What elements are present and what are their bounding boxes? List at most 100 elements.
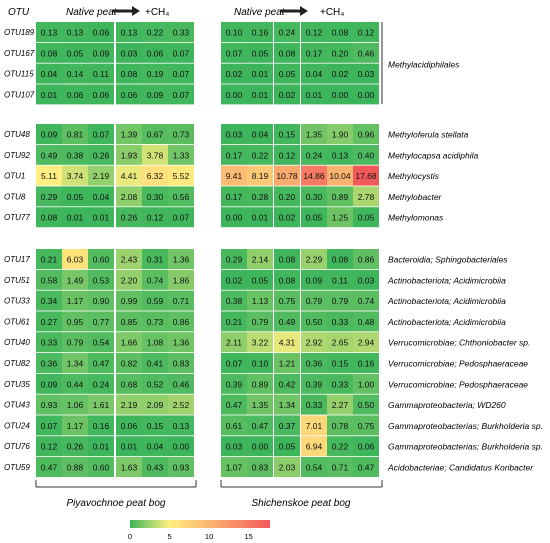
heatmap-cell: 0.47: [221, 394, 247, 415]
cell-value-label: 6.32: [147, 171, 164, 181]
cell-value-label: 1.35: [306, 130, 323, 140]
otu-row-label: OTU43: [4, 401, 30, 410]
cell-value-label: 1.39: [121, 130, 138, 140]
cell-value-label: 1.36: [173, 338, 190, 348]
heatmap-cell: 0.50: [353, 394, 379, 415]
cell-value-label: 0.47: [358, 463, 375, 473]
cell-value-label: 0.12: [358, 28, 375, 38]
colorbar-tick-label: 5: [167, 532, 171, 541]
heatmap-cell: 0.03: [353, 63, 379, 84]
cell-value-label: 2.11: [226, 338, 242, 348]
heatmap-cell: 0.56: [168, 186, 194, 207]
cell-value-label: 0.11: [93, 69, 109, 79]
cell-value-label: 0.29: [41, 192, 58, 202]
cell-value-label: 0.06: [147, 48, 164, 58]
otu-row-label: OTU59: [4, 463, 30, 472]
cell-value-label: 0.02: [279, 213, 296, 223]
heatmap-cell: 14.86: [301, 165, 327, 186]
cell-value-label: 0.22: [332, 442, 349, 452]
cell-value-label: 0.08: [41, 48, 58, 58]
cell-value-label: 2.52: [173, 400, 190, 410]
heatmap-cell: 0.59: [142, 290, 168, 311]
heatmap-cell: 0.08: [36, 42, 62, 63]
heatmap-cell: 1.90: [327, 124, 353, 144]
cell-value-label: 1.93: [121, 150, 138, 160]
heatmap-cell: 6.03: [62, 249, 88, 269]
cell-value-label: 0.48: [358, 317, 375, 327]
heatmap-cell: 0.16: [247, 22, 273, 42]
heatmap-cell: 0.11: [88, 63, 114, 84]
cell-value-label: 0.15: [147, 421, 164, 431]
cell-value-label: 9.41: [226, 171, 243, 181]
heatmap-cell: 0.89: [247, 373, 273, 394]
cell-value-label: 1.08: [147, 338, 164, 348]
heatmap-cell: 0.60: [88, 249, 114, 269]
cell-value-label: 14.86: [303, 171, 325, 181]
heatmap-cell: 0.09: [142, 84, 168, 105]
cell-value-label: 0.01: [93, 213, 110, 223]
heatmap-cell: 0.21: [221, 311, 247, 332]
heatmap-cell: 0.85: [116, 311, 142, 332]
colorbar: [130, 520, 270, 528]
cell-value-label: 0.26: [67, 442, 84, 452]
heatmap-cell: 0.13: [327, 144, 353, 165]
heatmap-cell: 0.47: [88, 353, 114, 373]
heatmap-cell: 0.03: [221, 124, 247, 144]
heatmap-cell: 2.29: [301, 249, 327, 269]
otu-axis-label: OTU: [8, 7, 30, 18]
cell-value-label: 0.38: [226, 296, 243, 306]
cell-value-label: 0.74: [358, 296, 375, 306]
cell-value-label: 10.04: [329, 171, 351, 181]
otu-row-label: OTU92: [4, 151, 30, 160]
heatmap-cell: 0.58: [36, 269, 62, 290]
heatmap-cell: 0.44: [62, 373, 88, 394]
heatmap-cell: 0.01: [88, 207, 114, 228]
cell-value-label: 0.99: [121, 296, 138, 306]
cell-value-label: 2.14: [252, 255, 269, 265]
heatmap-cell: 0.79: [327, 290, 353, 311]
otu-row-label: OTU76: [4, 442, 30, 451]
heatmap-cell: 0.77: [88, 311, 114, 332]
heatmap-cell: 0.04: [88, 186, 114, 207]
cell-value-label: 0.20: [279, 192, 296, 202]
otu-row-label: OTU167: [4, 49, 35, 58]
heatmap-cell: 0.00: [327, 84, 353, 105]
cell-value-label: 5.52: [173, 171, 190, 181]
heatmap-cell: 0.47: [247, 415, 273, 436]
cell-value-label: 0.78: [332, 421, 349, 431]
cell-value-label: 0.01: [93, 442, 110, 452]
cell-value-label: 0.86: [358, 255, 375, 265]
cell-value-label: 0.06: [93, 90, 110, 100]
heatmap-cell: 0.05: [62, 186, 88, 207]
taxon-label: Verrucomicrobiae; Pedosphaeraceae: [388, 379, 528, 389]
cell-value-label: 0.67: [147, 130, 164, 140]
cell-value-label: 0.73: [173, 130, 190, 140]
heatmap-cell: 2.52: [168, 394, 194, 415]
heatmap-cell: 0.39: [221, 373, 247, 394]
heatmap-cell: 0.50: [301, 311, 327, 332]
heatmap-cell: 0.88: [62, 457, 88, 477]
cell-value-label: 0.36: [41, 359, 58, 369]
cell-value-label: 0.01: [252, 90, 269, 100]
heatmap-cell: 0.42: [274, 373, 300, 394]
otu-row-label: OTU17: [4, 255, 30, 264]
cell-value-label: 0.01: [306, 90, 323, 100]
heatmap-cell: 0.52: [142, 373, 168, 394]
heatmap-cell: 0.15: [142, 415, 168, 436]
cell-value-label: 0.05: [279, 69, 296, 79]
cell-value-label: 0.71: [332, 463, 349, 473]
cell-value-label: 10.78: [276, 171, 298, 181]
heatmap-cell: 2.11: [221, 332, 247, 353]
cell-value-label: 0.26: [93, 150, 110, 160]
heatmap-cell: 0.10: [247, 353, 273, 373]
cell-value-label: 0.88: [67, 463, 84, 473]
cell-value-label: 2.29: [306, 255, 323, 265]
heatmap-cell: 0.11: [327, 269, 353, 290]
cell-value-label: 1.00: [358, 379, 375, 389]
cell-value-label: 0.06: [358, 442, 375, 452]
heatmap-cell: 0.54: [301, 457, 327, 477]
heatmap-cell: 0.14: [62, 63, 88, 84]
cell-value-label: 0.03: [358, 69, 375, 79]
heatmap-cell: 0.00: [353, 84, 379, 105]
heatmap-cell: 0.68: [116, 373, 142, 394]
